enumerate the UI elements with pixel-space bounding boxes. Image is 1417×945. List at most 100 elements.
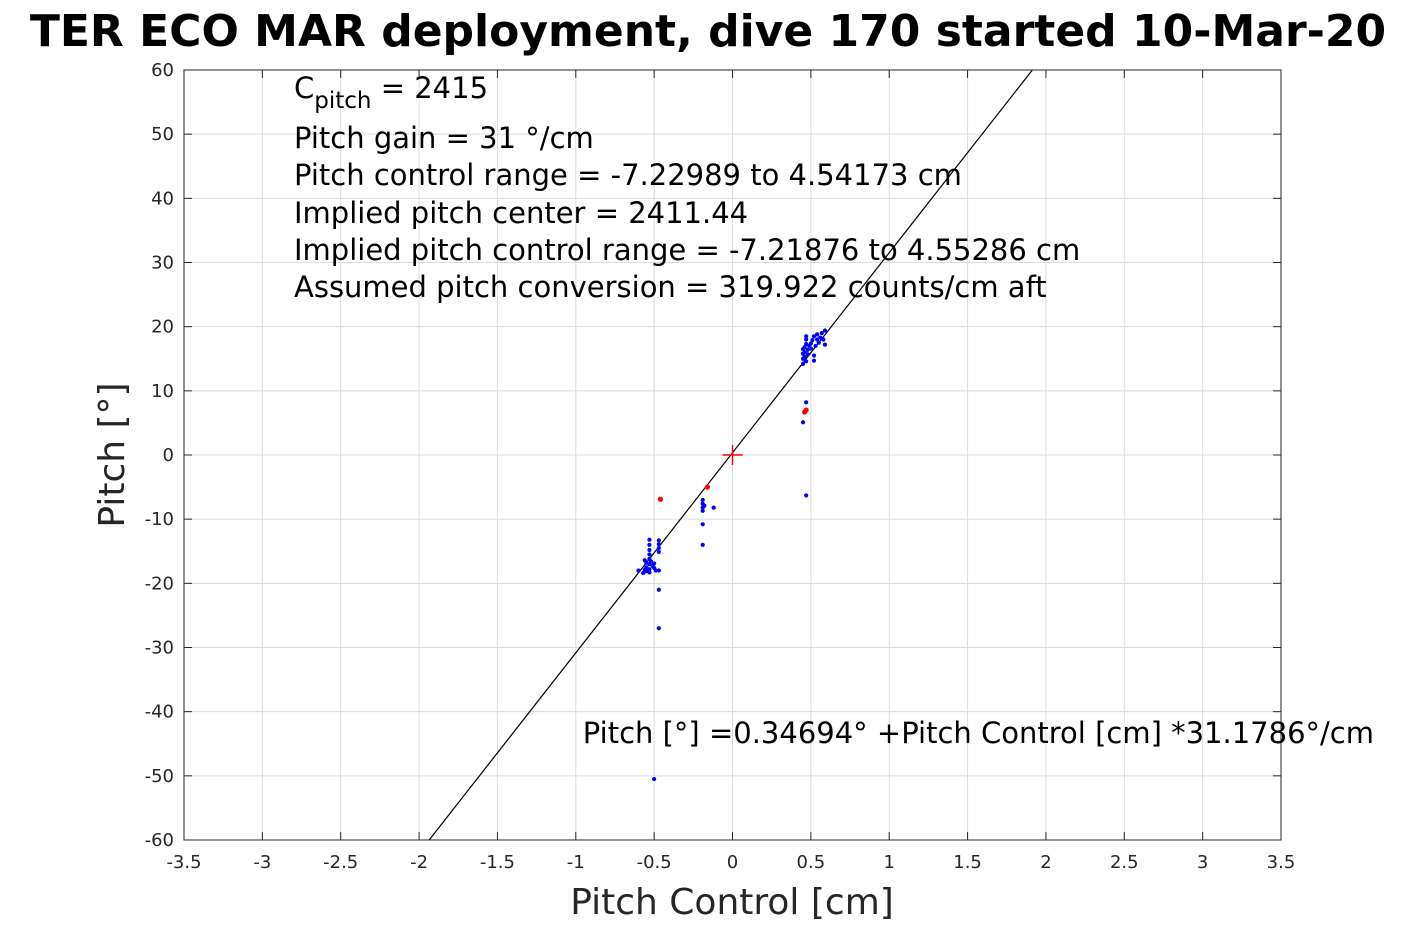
x-tick-label: -1.5 [480, 852, 515, 873]
y-tick-label: -60 [145, 830, 174, 851]
data-point [802, 350, 807, 355]
data-point [700, 497, 705, 503]
data-point [702, 503, 707, 508]
data-point [808, 341, 813, 346]
data-point [808, 346, 813, 351]
data-point [822, 342, 828, 347]
data-point [648, 559, 654, 564]
data-point [647, 567, 652, 572]
y-tick-label: 0 [163, 445, 174, 466]
flagged-point [803, 407, 809, 413]
x-tick-label: 0 [727, 852, 738, 873]
x-tick-label: 1 [883, 852, 894, 873]
y-tick-label: 40 [151, 188, 174, 209]
data-point [647, 542, 652, 547]
data-point [636, 568, 641, 573]
data-point [821, 337, 826, 342]
y-tick-label: -10 [145, 509, 174, 530]
data-point [815, 337, 820, 342]
x-tick-label: -3.5 [166, 852, 201, 873]
data-point [656, 545, 661, 551]
data-point [804, 337, 809, 342]
data-point [804, 400, 809, 405]
data-point [804, 359, 809, 364]
data-point [818, 335, 823, 340]
y-axis-label: Pitch [°] [92, 382, 133, 527]
annotation-block: Cpitch = 2415 Pitch gain = 31 °/cm Pitch… [294, 71, 1374, 750]
data-point [800, 361, 806, 366]
data-point [647, 537, 652, 542]
pitch-gain-annotation: Pitch gain = 31 °/cm [294, 121, 594, 155]
data-point [700, 542, 705, 547]
x-tick-label: 3 [1197, 852, 1208, 873]
cpitch-annotation: Cpitch = 2415 [294, 71, 488, 114]
center-marker-layer [722, 445, 743, 465]
data-point [642, 567, 647, 572]
y-tick-label: 30 [151, 253, 174, 274]
x-tick-label: -2.5 [323, 852, 358, 873]
flagged-point [704, 484, 711, 490]
x-tick-label: -0.5 [637, 852, 672, 873]
data-point [810, 338, 815, 343]
data-point [656, 587, 661, 592]
data-points [636, 328, 828, 782]
data-point [656, 626, 661, 631]
data-point [652, 776, 657, 782]
y-tick-label: -20 [145, 573, 174, 594]
data-point [647, 552, 652, 557]
data-point [711, 505, 716, 510]
chart-title: TER ECO MAR deployment, dive 170 started… [30, 6, 1386, 57]
x-tick-label: -2 [410, 852, 428, 873]
data-point [647, 547, 652, 553]
control-range-annotation: Pitch control range = -7.22989 to 4.5417… [294, 158, 962, 192]
cpitch-symbol: C [294, 71, 314, 105]
data-point [819, 330, 824, 336]
y-ticks: 60 50 40 30 20 10 0 -10 -20 -30 -40 -50 -60 [145, 60, 1281, 851]
y-tick-label: -50 [145, 766, 174, 787]
data-point [700, 508, 705, 513]
data-point [815, 332, 820, 337]
data-point [804, 334, 809, 339]
y-tick-label: 10 [151, 381, 174, 402]
y-tick-label: 60 [151, 60, 174, 81]
data-point [802, 345, 807, 350]
data-point [700, 522, 705, 527]
plot-area: -3.5 -3 -2.5 -2 -1.5 -1 -0.5 0 0.5 1 1.5 2 2.5 3 3.5 6… [145, 60, 1296, 873]
data-point [811, 353, 817, 358]
data-point [653, 568, 658, 573]
data-point [811, 358, 817, 363]
data-point [813, 343, 818, 349]
conversion-annotation: Assumed pitch conversion = 319.922 count… [294, 270, 1047, 304]
data-point [802, 354, 807, 359]
y-tick-label: -40 [145, 702, 174, 723]
cpitch-subscript: pitch [314, 88, 371, 114]
x-tick-label: 3.5 [1267, 852, 1296, 873]
data-point [641, 570, 646, 576]
fit-equation-annotation: Pitch [°] =0.34694° +Pitch Control [cm] … [583, 716, 1374, 750]
data-point [656, 542, 661, 547]
flagged-point [657, 496, 664, 502]
data-point [811, 334, 817, 339]
x-ticks: -3.5 -3 -2.5 -2 -1.5 -1 -0.5 0 0.5 1 1.5 2 2.5 3 3.5 [166, 70, 1295, 873]
data-point [804, 493, 809, 498]
data-point [642, 558, 647, 563]
x-tick-label: -1 [567, 852, 585, 873]
x-tick-label: 0.5 [797, 852, 826, 873]
implied-center-annotation: Implied pitch center = 2411.44 [294, 196, 748, 230]
data-point [804, 341, 809, 347]
data-point [656, 538, 661, 543]
data-point [805, 352, 810, 357]
x-tick-label: -3 [253, 852, 271, 873]
implied-range-annotation: Implied pitch control range = -7.21876 t… [294, 233, 1080, 267]
data-point [822, 328, 828, 333]
y-tick-label: 20 [151, 317, 174, 338]
x-tick-label: 2.5 [1110, 852, 1139, 873]
x-tick-label: 1.5 [953, 852, 982, 873]
y-tick-label: 50 [151, 124, 174, 145]
x-tick-label: 2 [1040, 852, 1051, 873]
data-point [656, 568, 661, 573]
y-tick-label: -30 [145, 638, 174, 659]
x-axis-label: Pitch Control [cm] [570, 882, 894, 923]
cpitch-value: = 2415 [371, 71, 488, 105]
